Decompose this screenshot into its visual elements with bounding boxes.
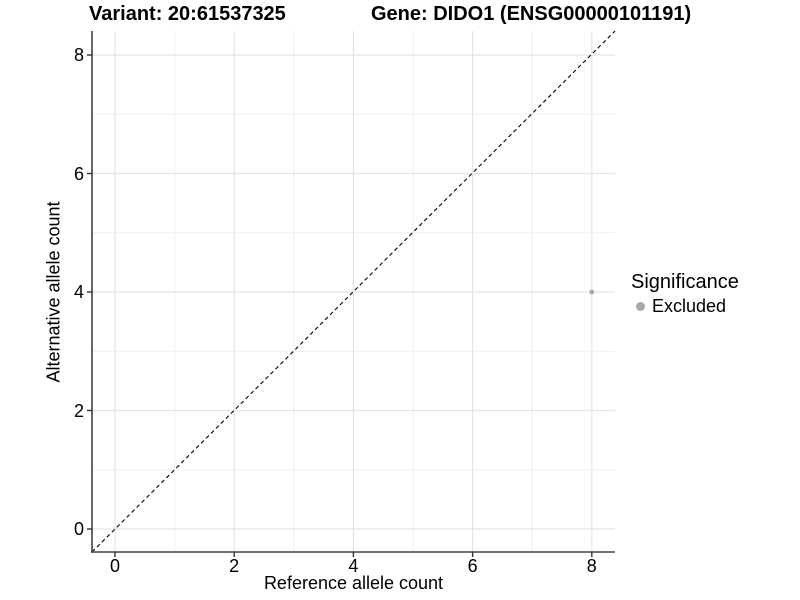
x-axis-ticks [114,552,593,557]
legend: Significance Excluded [631,271,739,317]
data-point-excluded [589,289,595,295]
x-tick-label: 2 [229,556,240,576]
plot-title-variant: Variant: 20:61537325 [89,3,286,25]
legend-point-icon [636,302,645,311]
legend-item-excluded: Excluded [636,296,739,317]
y-axis-title: Alternative allele count [43,201,64,383]
legend-title: Significance [631,271,739,293]
y-axis-ticks [87,54,92,530]
plot-title-gene: Gene: DIDO1 (ENSG00000101191) [371,3,692,25]
legend-item-label: Excluded [652,296,727,316]
grid-major [92,31,615,552]
x-tick-label: 0 [109,556,120,576]
y-tick-label: 0 [73,519,84,539]
y-tick-label: 4 [73,282,84,302]
x-tick-label: 6 [467,556,478,576]
y-tick-label: 2 [73,400,84,421]
y-tick-label: 6 [73,163,84,184]
x-tick-label: 4 [348,556,359,576]
x-tick-label: 8 [586,556,597,576]
y-tick-label: 8 [73,45,84,65]
x-axis-title: Reference allele count [263,573,444,593]
